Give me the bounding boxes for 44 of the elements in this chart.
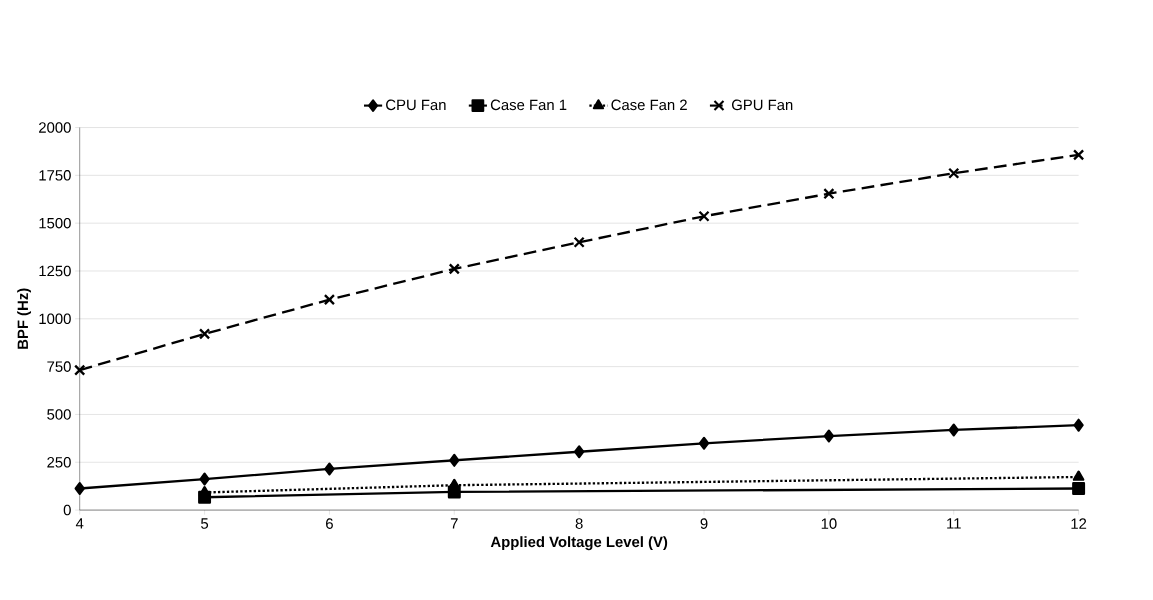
y-axis-title: BPF (Hz) — [17, 288, 32, 349]
y-tick-label: 1500 — [39, 217, 71, 229]
x-tick-label: 6 — [326, 518, 333, 529]
x-tick-label: 10 — [821, 518, 837, 529]
legend-label: CPU Fan — [386, 99, 446, 110]
y-tick-label: 250 — [47, 456, 71, 468]
point — [74, 481, 85, 495]
point — [573, 236, 585, 248]
x-tick-label: 12 — [1071, 518, 1087, 529]
legend-label: GPU Fan — [732, 99, 793, 110]
y-tick-label: 1000 — [39, 313, 71, 324]
point — [1072, 481, 1086, 495]
y-tick-label: 0 — [63, 504, 71, 516]
point — [449, 453, 460, 467]
point — [574, 445, 585, 459]
x-tick-label: 9 — [700, 518, 708, 529]
point — [698, 436, 710, 450]
point — [74, 364, 86, 376]
x-tick-label: 5 — [201, 518, 209, 529]
y-tick-label: 2000 — [39, 122, 71, 133]
point — [1072, 148, 1085, 161]
point — [323, 293, 336, 306]
point — [948, 167, 960, 179]
x-tick-label: 4 — [75, 518, 84, 529]
y-tick-label: 1250 — [39, 265, 71, 277]
point — [698, 210, 710, 222]
y-tick-label: 500 — [47, 408, 71, 420]
legend-label: Case Fan 1 — [490, 99, 567, 110]
x-tick-label: 8 — [575, 518, 583, 529]
y-tick-label: 750 — [47, 361, 71, 372]
point — [1072, 470, 1085, 481]
point — [199, 472, 210, 486]
x-tick-label: 11 — [947, 518, 961, 529]
point — [948, 423, 959, 437]
y-tick-label: 1750 — [39, 169, 71, 181]
x-axis-title: Applied Voltage Level (V) — [490, 535, 668, 550]
point — [823, 429, 835, 443]
point — [198, 328, 211, 340]
point — [448, 262, 460, 275]
x-tick-label: 7 — [450, 518, 458, 529]
point — [324, 462, 335, 476]
point — [823, 187, 835, 200]
legend-label: Case Fan 2 — [611, 99, 687, 110]
point — [1073, 418, 1084, 432]
